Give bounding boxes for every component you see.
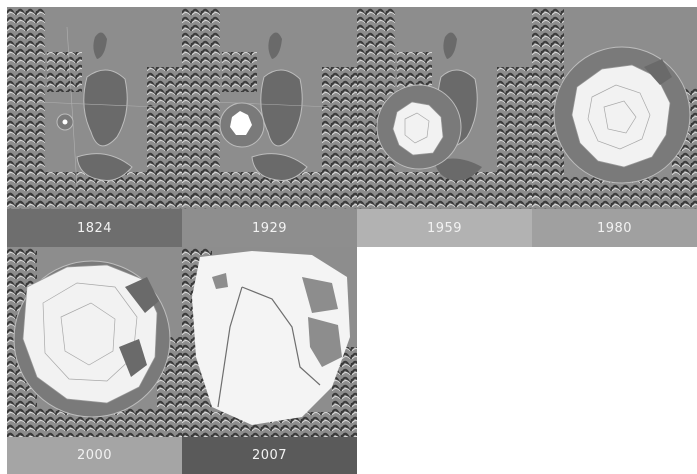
urban-area-1980	[571, 64, 671, 168]
panel-1824: 1824	[7, 7, 182, 247]
map-grid: 1824	[7, 7, 697, 474]
year-label-1824: 1824	[7, 209, 182, 247]
terrain-map-2007	[182, 247, 357, 437]
urban-area-1824	[62, 119, 68, 125]
year-label-1929: 1929	[182, 209, 357, 247]
panel-2007: 2007	[182, 247, 357, 474]
terrain-map-1959	[357, 7, 532, 209]
urban-area-2000	[22, 264, 158, 404]
panel-1929: 1929	[182, 7, 357, 247]
year-label-1980: 1980	[532, 209, 697, 247]
terrain-map-1824	[7, 7, 182, 209]
urban-area-1929	[230, 111, 252, 135]
urban-area-1959	[392, 101, 444, 156]
panel-1959: 1959	[357, 7, 532, 247]
year-label-2000: 2000	[7, 437, 182, 474]
terrain-map-1980	[532, 7, 697, 209]
terrain-map-1929	[182, 7, 357, 209]
year-label-1959: 1959	[357, 209, 532, 247]
year-label-2007: 2007	[182, 437, 357, 474]
terrain-map-2000	[7, 247, 182, 437]
panel-1980: 1980	[532, 7, 697, 247]
panel-2000: 2000	[7, 247, 182, 474]
